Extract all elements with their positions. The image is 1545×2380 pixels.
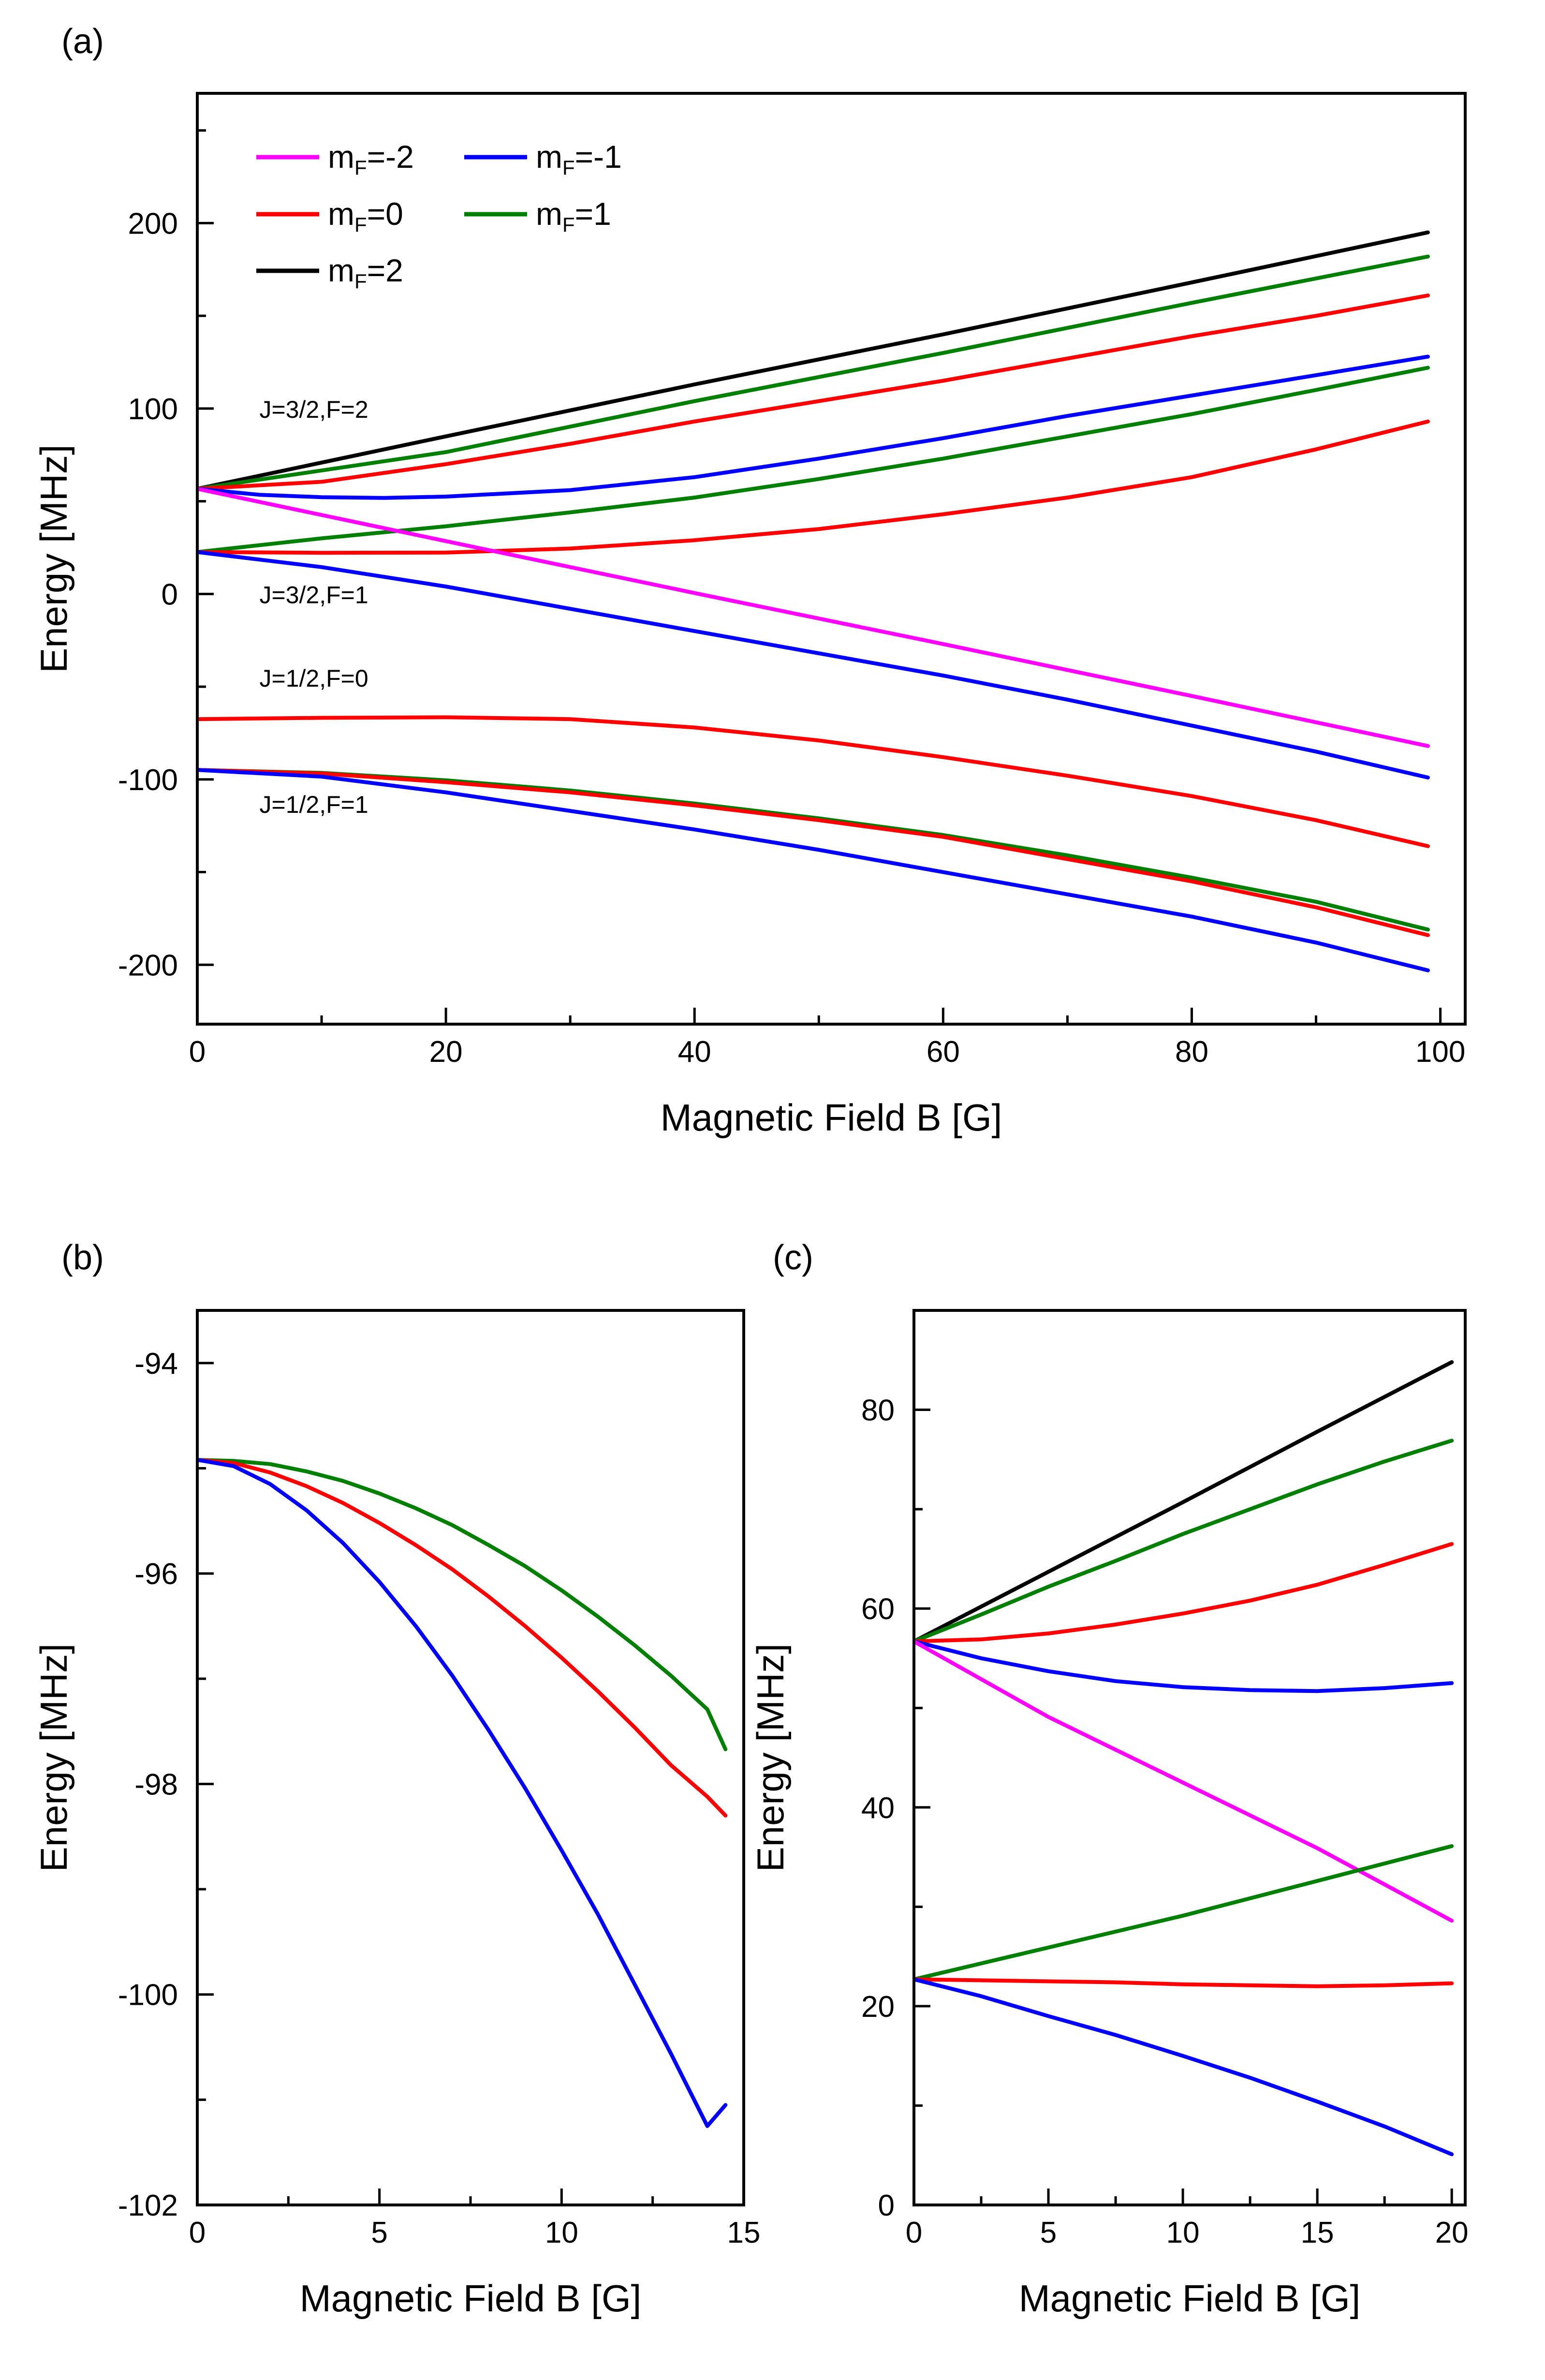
series-line-c-1-m1: [914, 1439, 1454, 1644]
y-tick-label-b: -100: [118, 1979, 178, 2012]
series-group-a: [197, 230, 1430, 972]
series-line-a-3-m-1: [197, 354, 1430, 500]
x-tick-label-a: 60: [927, 1035, 960, 1069]
panel-label-c: (c): [773, 1238, 813, 1277]
x-tick-label-b: 15: [727, 2216, 761, 2249]
plot-frame-a: [196, 92, 1467, 1026]
x-tick-label-a: 80: [1175, 1035, 1208, 1069]
panel-b: (b) 0 5 10 15 -102 -100 -98 -96 -94 Magnetic Field…: [32, 1238, 760, 2320]
y-tick-label-b: -98: [134, 1768, 178, 1801]
x-axis-label-a: Magnetic Field B [G]: [661, 1096, 1002, 1139]
panel-c: (c) 0 5 10 15 20 0 20 40 60 80 Magnetic Field B [G]…: [749, 1238, 1469, 2320]
y-tick-label-b: -94: [134, 1347, 178, 1381]
y-axis-label-a: Energy [MHz]: [32, 444, 75, 673]
series-group-b: [197, 1458, 728, 2128]
x-tick-label-b: 5: [371, 2216, 387, 2249]
y-tick-label-c: 20: [861, 1990, 895, 2024]
legend-label-m2: mF=2: [328, 252, 403, 293]
series-line-b-1-m0: [197, 1458, 728, 1818]
y-tick-label-a: 100: [128, 393, 178, 426]
x-tick-label-a: 40: [678, 1035, 711, 1069]
x-axis-label-b: Magnetic Field B [G]: [300, 2277, 642, 2320]
legend: mF=-2 mF=-1 mF=0 mF=1 mF=2: [256, 139, 622, 293]
series-line-a-10-m0: [197, 768, 1430, 937]
series-line-b-0-m1: [197, 1458, 728, 1751]
y-tick-label-a: -100: [118, 764, 178, 797]
legend-label-m0: mF=0: [328, 196, 403, 236]
series-line-a-5-m0: [197, 419, 1430, 555]
series-line-c-2-m0: [914, 1542, 1454, 1644]
series-line-c-0-m2: [914, 1360, 1454, 1644]
series-line-a-6-m-2: [197, 486, 1430, 748]
panel-a: (a) 0 20 40 60 80 100 -200 -100 0 100 200 Magnetic F…: [32, 22, 1467, 1139]
x-tick-label-c: 20: [1435, 2216, 1469, 2249]
legend-label-m1: mF=1: [536, 196, 611, 236]
series-line-a-7-m-1: [197, 550, 1430, 779]
x-tick-label-a: 100: [1415, 1035, 1465, 1069]
level-annotation-2: J=1/2,F=0: [260, 665, 368, 692]
x-tick-label-a: 20: [429, 1035, 463, 1069]
y-axis-label-c: Energy [MHz]: [749, 1644, 792, 1872]
x-tick-label-b: 0: [189, 2216, 206, 2249]
y-tick-label-a: 200: [128, 207, 178, 240]
x-tick-label-c: 0: [906, 2216, 922, 2249]
series-line-c-3-m-1: [914, 1639, 1454, 1693]
x-tick-label-b: 10: [545, 2216, 578, 2249]
panel-label-b: (b): [61, 1238, 104, 1277]
series-line-c-5-m1: [914, 1844, 1454, 1982]
level-annotation-1: J=3/2,F=1: [260, 582, 368, 609]
series-line-a-8-m0: [197, 715, 1430, 848]
y-axis-label-b: Energy [MHz]: [32, 1644, 75, 1872]
y-tick-label-c: 0: [878, 2189, 895, 2222]
y-tick-label-b: -102: [118, 2189, 178, 2222]
series-line-a-2-m0: [197, 294, 1430, 491]
series-line-a-11-m-1: [197, 768, 1430, 972]
level-annotation-0: J=3/2,F=2: [260, 396, 368, 423]
x-tick-label-a: 0: [189, 1035, 206, 1069]
legend-label-m-2: mF=-2: [328, 139, 414, 179]
y-tick-label-a: 0: [162, 578, 178, 611]
series-line-c-7-m-1: [914, 1977, 1454, 2157]
series-group-c: [914, 1360, 1454, 2157]
y-tick-label-a: -200: [118, 949, 178, 982]
legend-label-m-1: mF=-1: [536, 139, 622, 179]
series-line-a-1-m1: [197, 254, 1430, 491]
x-axis-label-c: Magnetic Field B [G]: [1019, 2277, 1361, 2320]
y-tick-label-b: -96: [134, 1557, 178, 1591]
y-tick-label-c: 40: [861, 1792, 895, 1825]
plot-frame-c: [912, 1309, 1467, 2206]
x-tick-label-c: 15: [1301, 2216, 1334, 2249]
y-tick-label-c: 60: [861, 1593, 895, 1626]
x-tick-label-c: 10: [1166, 2216, 1200, 2249]
x-tick-label-c: 5: [1040, 2216, 1057, 2249]
series-line-b-2-m-1: [197, 1458, 728, 2128]
series-line-a-0-m2: [197, 230, 1430, 491]
series-line-c-4-m-2: [914, 1639, 1454, 1923]
panel-label-a: (a): [61, 22, 104, 61]
series-line-a-4-m1: [197, 366, 1430, 554]
y-tick-label-c: 80: [861, 1394, 895, 1427]
level-annotation-3: J=1/2,F=1: [260, 791, 368, 818]
series-line-c-6-m0: [914, 1977, 1454, 1988]
